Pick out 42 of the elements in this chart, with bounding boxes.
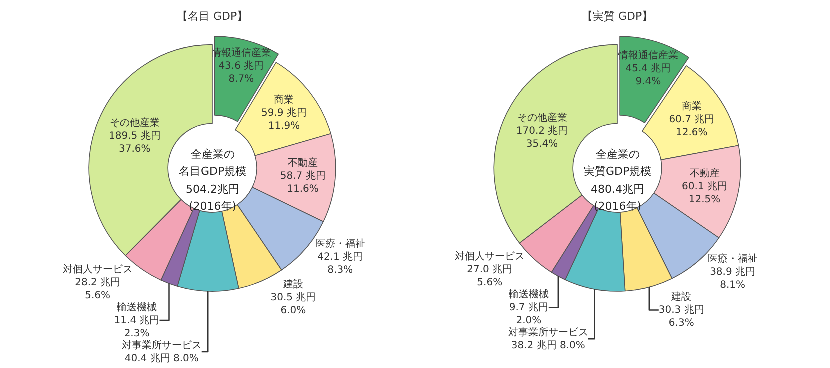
text: 名目GDP規模 xyxy=(179,165,247,178)
data-label: 38.2 兆円 8.0% xyxy=(511,340,586,352)
slice-label: 建設 xyxy=(282,278,304,291)
slice-label: 医療・福祉 xyxy=(708,253,758,266)
chart-title: 【名目 GDP】 xyxy=(177,10,248,23)
text: 504.2兆円 xyxy=(186,183,240,196)
data-label: 58.7 兆円 11.6% xyxy=(280,170,326,195)
slice-label: 建設 xyxy=(670,291,692,304)
slice-label: 対事業所サービス xyxy=(508,326,588,339)
slice-label: 商業 xyxy=(682,100,702,112)
slice-label: 対事業所サービス xyxy=(122,339,202,352)
data-label: 45.4 兆円 9.4% xyxy=(626,62,672,88)
data-label: 59.9 兆円 11.9% xyxy=(262,107,307,132)
slice-label: 不動産 xyxy=(690,168,720,180)
slice-label: 輸送機械 xyxy=(508,288,549,301)
data-label: 9.7 兆円 2.0% xyxy=(509,302,548,327)
slice-label: その他産業 xyxy=(517,112,568,124)
text: 実質GDP規模 xyxy=(584,165,652,178)
slice-label: 対個人サービス xyxy=(454,250,525,263)
data-label: 38.9 兆円 8.1% xyxy=(710,266,756,292)
slice-label: 商業 xyxy=(274,94,294,106)
data-label: 43.6 兆円 8.7% xyxy=(218,60,264,86)
data-label: 60.7 兆円 12.6% xyxy=(669,113,715,138)
slice-label: 対個人サービス xyxy=(62,263,133,276)
text: 480.4兆円 xyxy=(591,183,644,196)
chart-title: 【実質 GDP】 xyxy=(582,10,654,23)
data-label: 28.2 兆円 5.6% xyxy=(75,276,121,302)
slice-label: その他産業 xyxy=(110,117,160,130)
data-label: 170.2 兆円 35.4% xyxy=(516,125,568,150)
text: 全産業の xyxy=(596,148,640,161)
slice-label: 不動産 xyxy=(288,156,318,169)
data-label: 189.5 兆円 37.6% xyxy=(109,130,161,156)
data-label: 30.3 兆円 6.3% xyxy=(658,304,704,330)
data-label: 30.5 兆円 6.0% xyxy=(270,292,316,317)
data-label: 40.4 兆円 8.0% xyxy=(124,352,199,364)
data-label: 11.4 兆円 2.3% xyxy=(114,314,160,340)
slice-label: 医療・福祉 xyxy=(315,238,366,250)
text: 全産業の xyxy=(191,148,235,161)
slice-label: 輸送機械 xyxy=(117,301,158,314)
data-label: 42.1 兆円 8.3% xyxy=(318,250,364,276)
data-label: 60.1 兆円 12.5% xyxy=(682,180,728,206)
data-label: 27.0 兆円 5.6% xyxy=(467,264,513,289)
